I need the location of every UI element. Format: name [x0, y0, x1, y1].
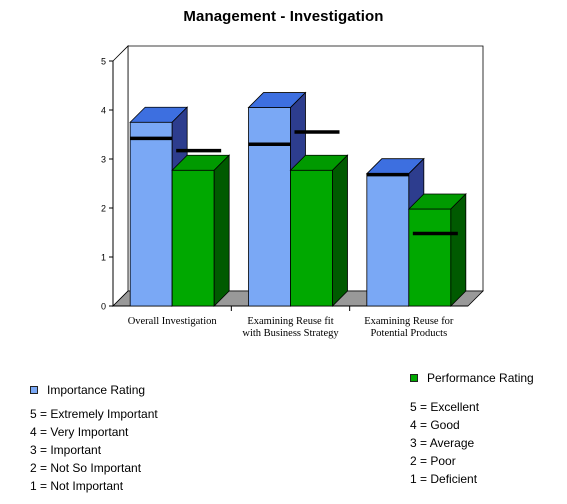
x-tick-label-0-0: Overall Investigation — [128, 316, 218, 327]
bar-front — [129, 121, 173, 307]
y-tick-label-4: 4 — [101, 106, 106, 116]
importance-scale-4: 4 = Very Important — [30, 425, 129, 439]
legend-importance-label: Importance Rating — [47, 383, 146, 397]
performance-scale-4: 4 = Good — [410, 418, 460, 432]
legend-importance: Importance Rating 5 = Extremely Importan… — [30, 381, 158, 495]
y-tick-label-3: 3 — [101, 155, 106, 165]
y-tick-label-1: 1 — [101, 253, 106, 263]
legend-performance-entry: Performance Rating — [410, 369, 534, 387]
importance-scale-3: 3 = Important — [30, 443, 102, 457]
y-tick-label-5: 5 — [101, 57, 106, 67]
legend-performance: Performance Rating 5 = Excellent 4 = Goo… — [410, 369, 534, 488]
legend-importance-entry: Importance Rating — [30, 381, 158, 399]
performance-scale-3: 3 = Average — [410, 436, 475, 450]
x-tick-label-1-1: with Business Strategy — [242, 328, 339, 339]
bar-1-0 — [171, 154, 231, 307]
bar-chart: 0 1 2 3 4 5 Overall Investigation Examining Reu… — [101, 45, 484, 339]
bar-front — [171, 169, 215, 307]
bar-side — [450, 193, 467, 307]
legend-importance-swatch — [30, 386, 38, 394]
legend-performance-swatch — [410, 374, 418, 382]
legend-performance-label: Performance Rating — [427, 371, 534, 385]
y-tick-label-0: 0 — [101, 302, 106, 312]
bar-front — [290, 169, 333, 307]
y-tick-label-2: 2 — [101, 204, 106, 214]
performance-scale-2: 2 = Poor — [410, 454, 456, 468]
bar-front — [408, 208, 452, 307]
importance-scale-5: 5 = Extremely Important — [30, 407, 158, 421]
importance-scale-1: 1 = Not Important — [30, 479, 124, 493]
x-tick-label-2-0: Examining Reuse for — [364, 316, 454, 327]
bar-1-2 — [407, 193, 467, 307]
bar-side — [213, 154, 230, 307]
performance-scale-1: 1 = Deficient — [410, 472, 478, 486]
bar-front — [248, 107, 291, 307]
chart-title: Management - Investigation — [183, 8, 384, 25]
performance-scale-5: 5 = Excellent — [410, 400, 480, 414]
bar-front — [366, 173, 410, 307]
x-tick-label-2-1: Potential Products — [370, 328, 447, 339]
bar-1-1 — [289, 154, 349, 307]
bar-side — [332, 154, 348, 307]
x-tick-label-1-0: Examining Reuse fit — [247, 316, 333, 327]
chart-side-wall — [112, 45, 129, 307]
importance-scale-2: 2 = Not So Important — [30, 461, 142, 475]
